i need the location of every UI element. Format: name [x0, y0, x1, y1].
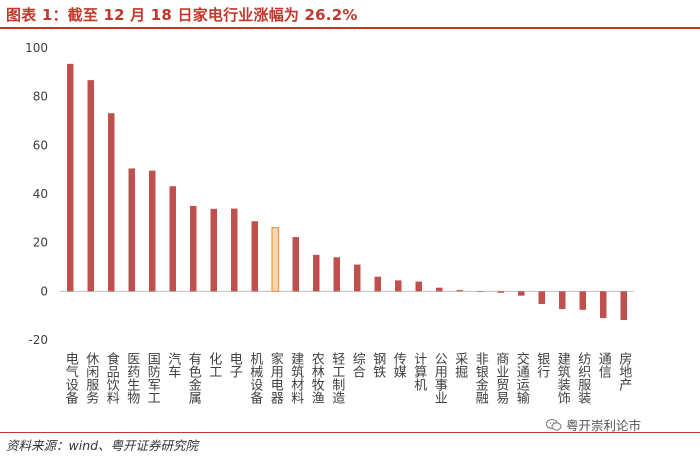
bar [354, 264, 361, 292]
x-tick-label: 医药生物 [124, 352, 140, 405]
bar [210, 208, 217, 292]
bar [251, 221, 258, 292]
y-tick-label: 20 [33, 236, 48, 250]
bar [559, 291, 566, 310]
y-tick-label: -20 [28, 333, 48, 347]
x-tick-label: 商业贸易 [493, 352, 509, 405]
source-note: 资料来源：wind、粤开证券研究院 [6, 438, 199, 453]
watermark-text: 粤开崇利论市 [566, 418, 642, 433]
y-tick-label: 100 [25, 41, 48, 55]
bar [149, 170, 156, 292]
bar-highlight [271, 226, 280, 292]
bar [190, 205, 197, 292]
bar [538, 291, 545, 304]
x-tick-label: 通信 [596, 352, 612, 378]
x-tick-label: 钢铁 [370, 352, 386, 378]
x-tick-label: 机械设备 [247, 352, 263, 405]
bar [231, 208, 238, 292]
bar [456, 290, 463, 292]
bar [477, 291, 484, 292]
bar [518, 291, 525, 296]
bar [67, 63, 74, 292]
bar [497, 291, 504, 293]
x-tick-label: 食品饮料 [104, 351, 120, 404]
x-tick-label: 电气设备 [63, 352, 79, 405]
x-tick-label: 建筑材料 [288, 352, 304, 404]
bar [374, 276, 381, 292]
x-tick-label: 房地产 [616, 351, 632, 392]
x-tick-label: 电子 [227, 352, 243, 378]
bar [108, 113, 115, 292]
x-tick-label: 化工 [206, 352, 222, 378]
source-divider [0, 432, 700, 433]
x-tick-label: 传媒 [391, 352, 407, 378]
y-tick-label: 60 [33, 138, 48, 152]
title-divider [0, 27, 700, 29]
x-tick-label: 综合 [350, 352, 366, 378]
x-tick-label: 公用事业 [432, 352, 448, 404]
x-tick-label: 纺织服装 [575, 352, 591, 404]
bar [292, 237, 299, 292]
y-tick-label: 80 [33, 90, 48, 104]
bar [128, 168, 135, 292]
x-tick-label: 国防军工 [145, 352, 161, 404]
x-tick-label: 家用电器 [268, 351, 284, 405]
bar [436, 287, 443, 292]
bar [87, 80, 94, 292]
bar [313, 254, 320, 292]
bar [579, 291, 586, 310]
x-tick-label: 计算机 [411, 352, 427, 392]
x-tick-label: 农林牧渔 [309, 352, 325, 404]
x-tick-label: 休闲服务 [83, 352, 99, 404]
bar [620, 291, 627, 321]
x-tick-label: 银行 [534, 352, 550, 379]
watermark: 粤开崇利论市 [546, 415, 641, 434]
y-tick-label: 0 [40, 284, 48, 298]
x-tick-label: 轻工制造 [329, 352, 345, 405]
bar-chart: -20 0 20 40 60 80 100 电气设备 休闲服务 食品饮料 医药生物 国防军工 汽车 有色金… [25, 41, 634, 405]
bar [333, 257, 340, 292]
x-tick-label: 有色金属 [186, 352, 202, 405]
bar [395, 280, 402, 292]
bar [169, 186, 176, 292]
y-tick-label: 40 [33, 187, 48, 201]
wechat-icon [546, 418, 562, 431]
figure-title: 图表 1：截至 12 月 18 日家电行业涨幅为 26.2% [6, 6, 358, 24]
x-tick-label: 交通运输 [514, 351, 530, 404]
x-tick-label: 采掘 [452, 352, 468, 378]
bar [600, 291, 607, 319]
x-tick-label: 汽车 [165, 352, 181, 378]
bar [415, 281, 422, 292]
x-tick-label: 建筑装饰 [555, 352, 571, 404]
x-tick-label: 非银金融 [473, 352, 489, 404]
